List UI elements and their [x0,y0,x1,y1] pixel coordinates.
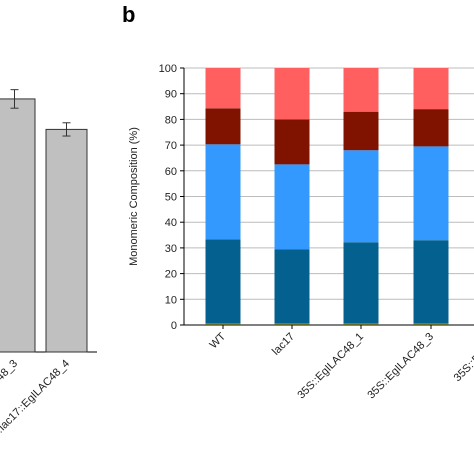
y-tick-label: 30 [165,243,177,255]
stacked-bar-segment [205,144,241,240]
x-tick-label: WT [208,330,229,351]
y-tick-label: 100 [159,63,177,75]
stacked-bar-segment [205,68,241,109]
stacked-bar-segment [343,111,379,151]
stacked-bar-segment [343,150,379,243]
stacked-bar-segment [343,323,379,325]
stacked-bar-segment [274,249,310,324]
panel-b-letter: b [122,2,135,27]
stacked-bar-segment [205,239,241,324]
x-tick-label: 35S::EgILAC [452,331,474,384]
stacked-bar-segment [343,68,379,112]
stacked-bar-segment [413,109,449,147]
stacked-bar-segment [205,108,241,145]
panel-a-bar [45,128,88,353]
panel-a-chart: …48_3…lac17::EgILAC48_4 [0,89,97,441]
stacked-bar-segment [413,68,449,110]
y-tick-label: 50 [165,192,177,204]
y-tick-label: 70 [165,140,177,152]
panel-a-bar [0,98,36,353]
y-axis-title: Monomeric Composition (%) [128,127,140,266]
x-tick-label: lac17 [270,331,297,358]
stacked-bar-segment [205,323,241,325]
x-tick-label: 35S::EgILAC48_1 [295,331,366,402]
stacked-bar-segment [274,119,310,165]
y-tick-label: 90 [165,89,177,101]
panel-a-x-tick-label: …48_3 [0,358,20,392]
y-tick-label: 40 [165,217,177,229]
stacked-bar-segment [413,146,449,241]
stacked-bar-segment [274,68,310,120]
x-tick-label: 35S::EgILAC48_3 [365,331,436,402]
stacked-bar-segment [274,323,310,325]
stacked-bar-segment [274,164,310,250]
panel-b-chart: b 0 10 20 30 40 50 60 70 80 90 100 Monomeric Composi… [122,2,474,401]
y-tick-label: 0 [171,320,177,332]
y-tick-label: 80 [165,114,177,126]
y-tick-label: 60 [165,166,177,178]
stacked-bar-segment [413,323,449,325]
stacked-bar-segment [413,240,449,324]
y-tick-label: 10 [165,294,177,306]
y-tick-label: 20 [165,269,177,281]
stacked-bar-segment [343,242,379,324]
